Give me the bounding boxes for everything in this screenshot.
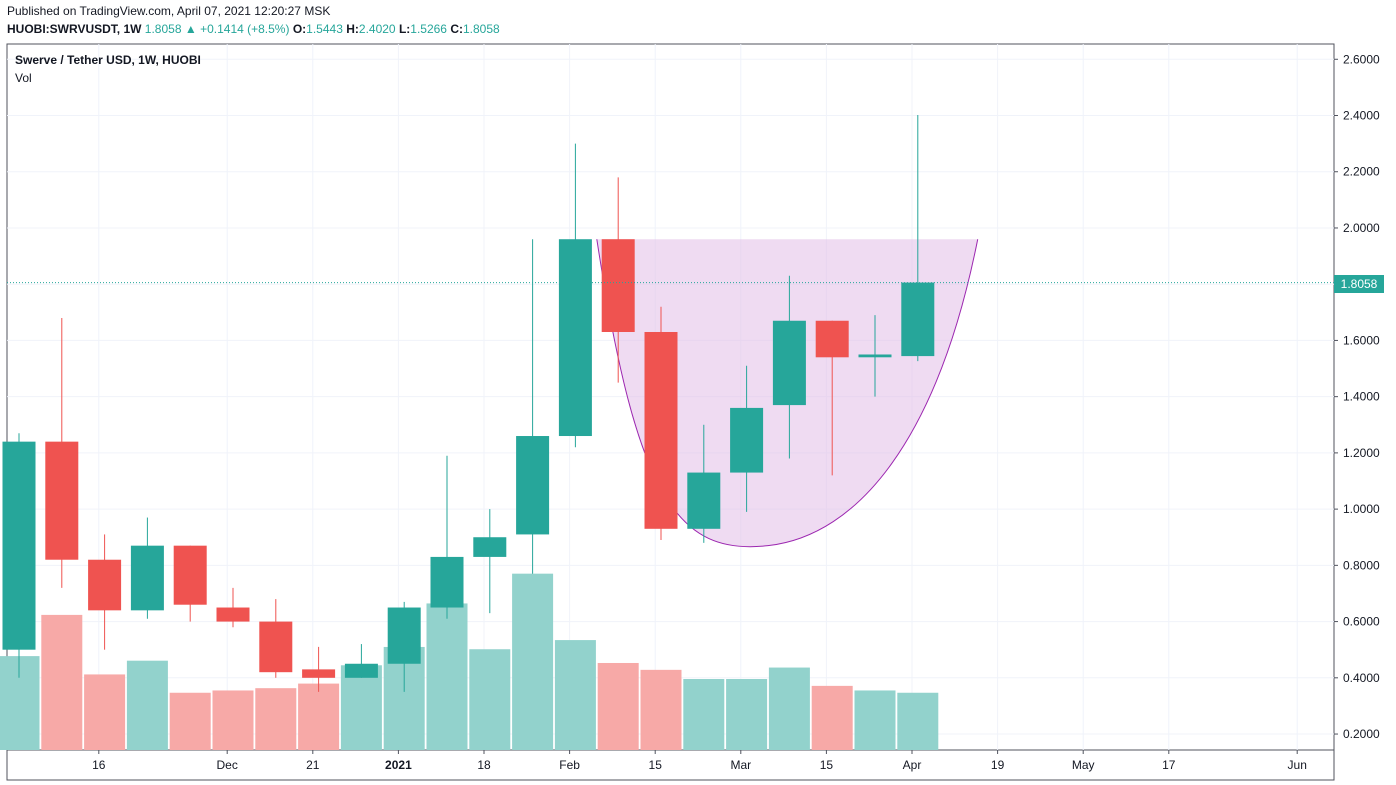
close-value: 1.8058 — [462, 22, 500, 36]
open-value: 1.5443 — [306, 22, 343, 36]
volume-bar — [255, 688, 297, 750]
y-tick-label: 2.4000 — [1343, 109, 1380, 123]
volume-legend: Vol — [15, 71, 32, 85]
candle-body — [430, 556, 464, 608]
x-tick-label: 2021 — [385, 758, 412, 772]
x-tick-label: 19 — [991, 758, 1005, 772]
candle-body — [387, 607, 421, 664]
volume-bar — [41, 614, 83, 750]
x-tick-label: Feb — [559, 758, 580, 772]
ohlc-line: HUOBI:SWRVUSDT, 1W 1.8058 ▲ +0.1414 (+8.… — [7, 22, 500, 36]
y-tick-label: 1.4000 — [1343, 390, 1380, 404]
y-tick-label: 2.6000 — [1343, 52, 1380, 66]
x-tick-label: 15 — [820, 758, 834, 772]
y-tick-label: 2.2000 — [1343, 165, 1380, 179]
volume-bar — [897, 692, 939, 750]
chart-legend-title: Swerve / Tether USD, 1W, HUOBI — [15, 53, 201, 67]
x-tick-label: Jun — [1288, 758, 1307, 772]
candle-body — [772, 320, 806, 406]
volume-bar — [126, 660, 168, 750]
x-tick-label: 17 — [1162, 758, 1176, 772]
y-tick-label: 1.2000 — [1343, 446, 1380, 460]
x-tick-label: 15 — [649, 758, 663, 772]
volume-bar — [169, 692, 211, 750]
candle-body — [88, 559, 122, 611]
candle-body — [644, 331, 678, 529]
x-tick-label: Apr — [903, 758, 922, 772]
price-change: +0.1414 (+8.5%) — [200, 22, 290, 36]
y-tick-label: 1.6000 — [1343, 333, 1380, 347]
volume-bar — [726, 679, 768, 750]
x-tick-label: 16 — [92, 758, 106, 772]
change-arrow-icon: ▲ — [184, 22, 197, 36]
candle-body — [45, 441, 79, 560]
symbol-label: HUOBI:SWRVUSDT, 1W — [7, 22, 142, 36]
cup-pattern-line — [596, 239, 979, 548]
candle-body — [173, 545, 207, 605]
candle-body — [130, 545, 164, 611]
candle-body — [216, 607, 250, 622]
candle-body — [302, 669, 336, 678]
volume-bar — [469, 649, 511, 750]
low-value: 1.5266 — [410, 22, 447, 36]
volume-bar — [84, 674, 126, 750]
x-tick-label: 21 — [306, 758, 320, 772]
y-tick-label: 0.4000 — [1343, 671, 1380, 685]
y-tick-label: 1.0000 — [1343, 502, 1380, 516]
volume-bar — [683, 679, 725, 750]
candle-body — [2, 441, 36, 650]
low-label: L: — [398, 22, 411, 36]
y-tick-label: 0.2000 — [1343, 727, 1380, 741]
high-value: 2.4020 — [358, 22, 396, 36]
x-tick-label: 18 — [477, 758, 491, 772]
candle-body — [473, 537, 507, 557]
volume-bar — [854, 690, 896, 750]
volume-bar — [298, 683, 340, 750]
x-tick-label: May — [1072, 758, 1095, 772]
volume-bar — [512, 573, 554, 750]
candle-body — [259, 621, 293, 673]
published-line: Published on TradingView.com, April 07, … — [7, 4, 331, 18]
open-label: O: — [292, 22, 307, 36]
volume-bar — [212, 690, 254, 750]
volume-bar — [640, 669, 682, 750]
high-label: H: — [346, 22, 359, 36]
candle-body — [516, 436, 550, 535]
close-label: C: — [450, 22, 463, 36]
x-tick-label: Mar — [730, 758, 751, 772]
last-price-badge: 1.8058 — [1334, 275, 1384, 293]
last-price: 1.8058 — [144, 22, 182, 36]
volume-bar — [597, 662, 639, 750]
candle-body — [344, 663, 378, 678]
volume-bar — [768, 667, 810, 750]
volume-bar — [554, 640, 596, 750]
candle-body — [815, 320, 849, 358]
volume-bar — [340, 665, 382, 750]
volume-bar — [426, 603, 468, 750]
candle-body — [687, 472, 721, 529]
candle-body — [901, 282, 935, 357]
candle-body — [601, 239, 635, 332]
volume-bar — [0, 656, 40, 750]
candle-body — [730, 407, 764, 473]
y-tick-label: 2.0000 — [1343, 221, 1380, 235]
x-tick-label: Dec — [217, 758, 238, 772]
candle-body — [558, 239, 592, 437]
volume-bar — [811, 685, 853, 750]
candle-body — [858, 354, 892, 358]
y-tick-label: 0.6000 — [1343, 615, 1380, 629]
y-tick-label: 0.8000 — [1343, 558, 1380, 572]
